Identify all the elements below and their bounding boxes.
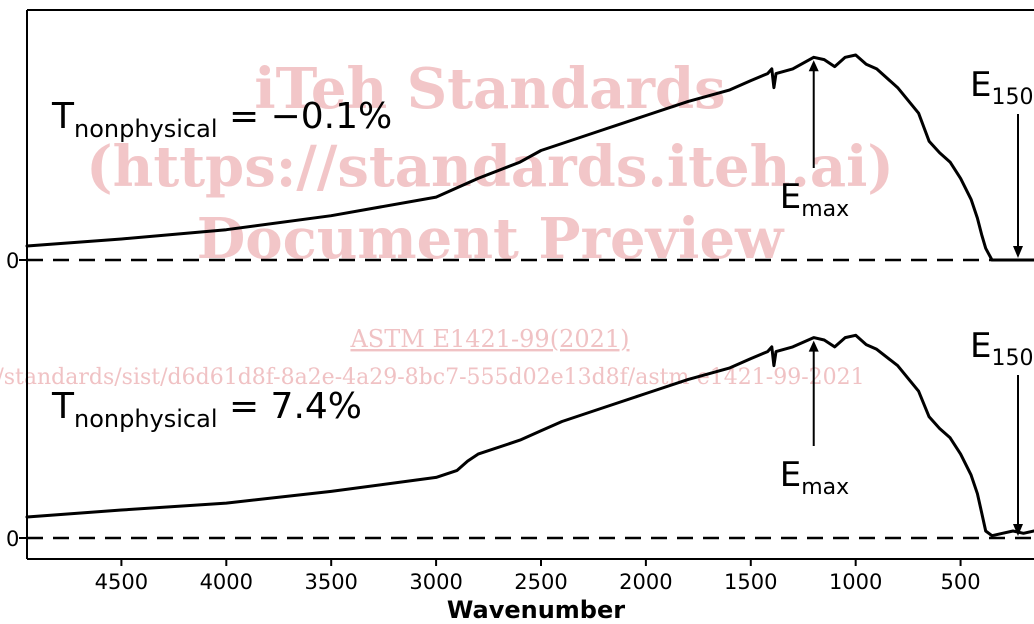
panels: 0 Tnonphysical = −0.1% Emax E150 0 Tnonphysic… bbox=[6, 53, 1034, 551]
panel-top: 0 Tnonphysical = −0.1% Emax E150 bbox=[6, 53, 1034, 273]
x-tick-label-3000: 3000 bbox=[409, 570, 462, 594]
spectrum-curve-top bbox=[25, 53, 1034, 262]
watermark-line-1: iTeh Standards bbox=[254, 56, 725, 122]
arrowhead-e150-top bbox=[1013, 246, 1023, 258]
zero-label-top: 0 bbox=[6, 249, 19, 273]
x-axis: 4500 4000 3500 3000 2500 2000 1500 1000 500 bbox=[95, 559, 981, 594]
watermark-line-5: https://standards.iteh.ai/catalog/standa… bbox=[0, 365, 865, 390]
x-tick-label-4500: 4500 bbox=[95, 570, 148, 594]
panel-bottom: 0 Tnonphysical = 7.4% Emax E150 bbox=[6, 326, 1034, 551]
marker-emax-top: Emax bbox=[780, 60, 849, 222]
spectrum-curve-bottom bbox=[25, 333, 1034, 538]
x-tick-label-1500: 1500 bbox=[724, 570, 777, 594]
marker-e150-top: E150 bbox=[970, 65, 1033, 258]
x-tick-label-500: 500 bbox=[941, 570, 981, 594]
watermark-line-2: (https://standards.iteh.ai) bbox=[86, 134, 894, 200]
watermark-line-3: Document Preview bbox=[197, 206, 785, 272]
marker-e150-bottom: E150 bbox=[970, 326, 1033, 536]
zero-label-bottom: 0 bbox=[6, 527, 19, 551]
watermark: iTeh Standards (https://standards.iteh.a… bbox=[0, 56, 894, 390]
marker-emax-bottom: Emax bbox=[780, 340, 849, 500]
arrowhead-e150-bottom bbox=[1013, 524, 1023, 536]
x-tick-label-4000: 4000 bbox=[200, 570, 253, 594]
e150-label-top: E150 bbox=[970, 65, 1033, 110]
x-tick-label-2000: 2000 bbox=[619, 570, 672, 594]
emax-label-top: Emax bbox=[780, 177, 849, 222]
x-tick-label-3500: 3500 bbox=[304, 570, 357, 594]
watermark-line-4: ASTM E1421-99(2021) bbox=[349, 325, 629, 353]
x-tick-label-2500: 2500 bbox=[514, 570, 567, 594]
x-axis-title: Wavenumber bbox=[447, 596, 625, 624]
arrowhead-emax-top bbox=[808, 60, 819, 72]
t-nonphysical-label-bottom: Tnonphysical = 7.4% bbox=[51, 386, 362, 433]
arrowhead-emax-bottom bbox=[808, 340, 819, 352]
x-tick-label-1000: 1000 bbox=[829, 570, 882, 594]
emax-label-bottom: Emax bbox=[780, 455, 849, 500]
e150-label-bottom: E150 bbox=[970, 326, 1033, 371]
t-nonphysical-label-top: Tnonphysical = −0.1% bbox=[51, 96, 392, 143]
